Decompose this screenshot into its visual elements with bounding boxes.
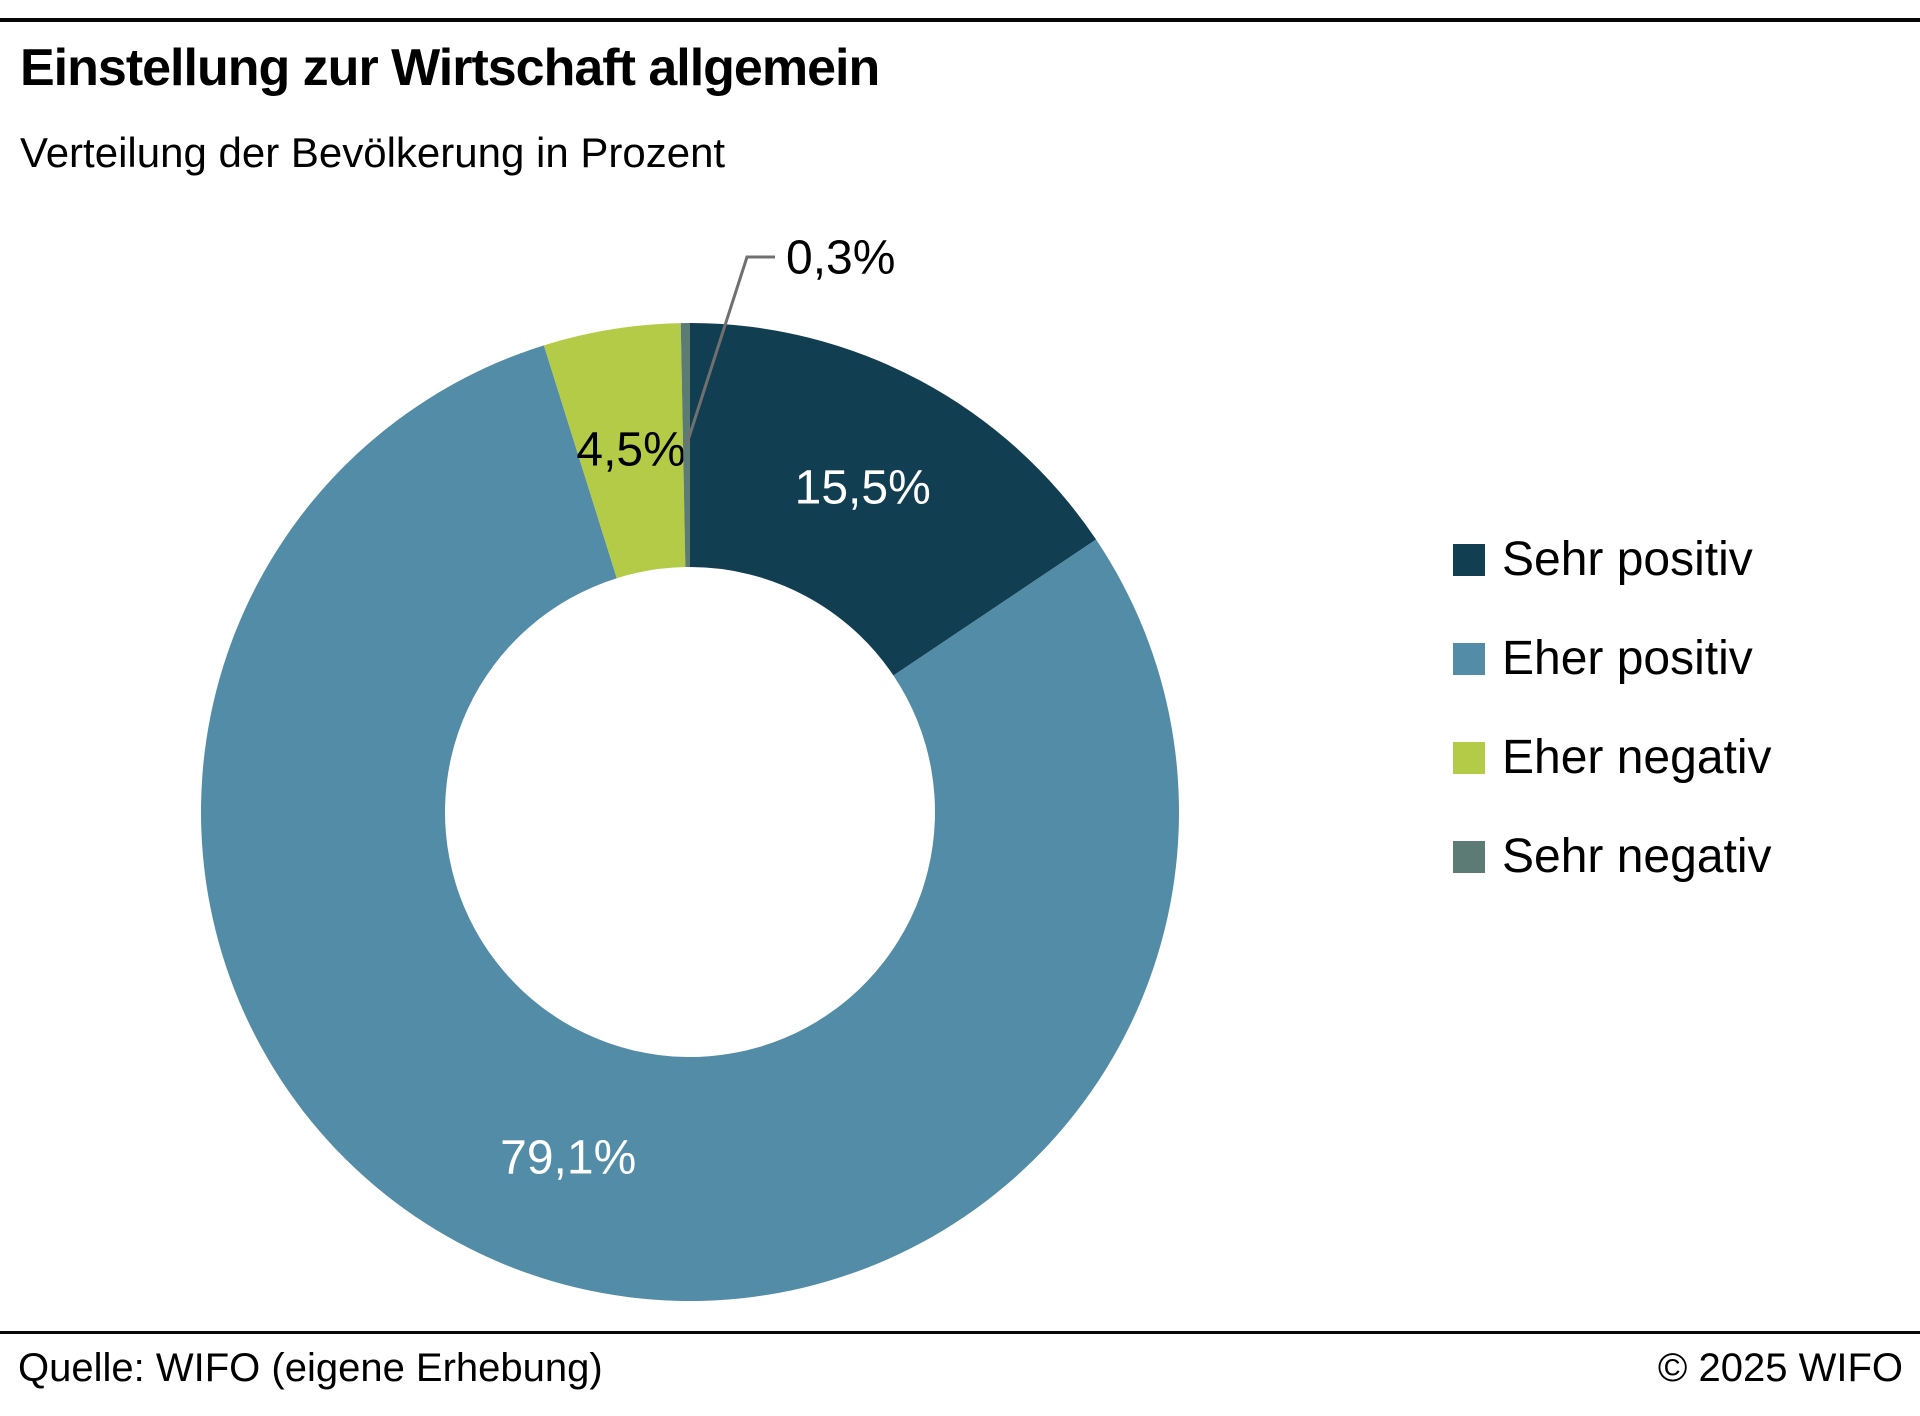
slice-sehr-negativ [680, 323, 690, 568]
slice-label-eher-positiv: 79,1% [500, 1132, 636, 1185]
chart-subtitle: Verteilung der Bevölkerung in Prozent [20, 129, 726, 176]
legend-swatch-sehr-negativ [1453, 840, 1485, 873]
legend-item-sehr-negativ: Sehr negativ [1453, 807, 1772, 906]
legend: Sehr positiv Eher positiv Eher negativ Sehr… [1453, 510, 1772, 906]
legend-label-sehr-positiv: Sehr positiv [1502, 532, 1753, 586]
top-rule [0, 18, 1920, 22]
slice-label-sehr-positiv: 15,5% [795, 462, 931, 515]
leader-line-sehr-negativ [685, 255, 775, 446]
legend-swatch-sehr-positiv [1453, 543, 1485, 576]
legend-label-sehr-negativ: Sehr negativ [1502, 829, 1772, 883]
slice-eher-positiv [200, 345, 1179, 1301]
legend-label-eher-negativ: Eher negativ [1502, 730, 1772, 784]
legend-swatch-eher-negativ [1453, 741, 1485, 774]
legend-item-sehr-positiv: Sehr positiv [1453, 510, 1772, 609]
legend-item-eher-negativ: Eher negativ [1453, 708, 1772, 807]
source-note: Quelle: WIFO (eigene Erhebung) [18, 1346, 603, 1390]
slice-eher-negativ [543, 323, 686, 579]
chart-title: Einstellung zur Wirtschaft allgemein [20, 39, 880, 97]
footer-rule [0, 1331, 1920, 1334]
legend-label-eher-positiv: Eher positiv [1502, 631, 1753, 685]
legend-swatch-eher-positiv [1453, 642, 1485, 675]
legend-item-eher-positiv: Eher positiv [1453, 609, 1772, 708]
slice-sehr-positiv [690, 323, 1097, 676]
copyright-note: © 2025 WIFO [1657, 1346, 1903, 1390]
slice-label-sehr-negativ: 0,3% [786, 232, 895, 285]
slice-label-eher-negativ: 4,5% [576, 423, 685, 476]
